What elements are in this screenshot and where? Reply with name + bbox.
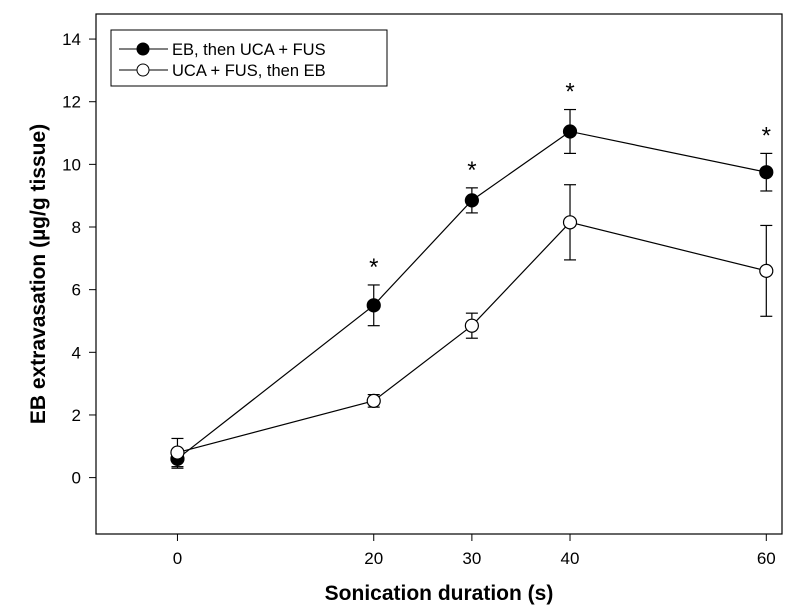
- x-tick-label: 60: [757, 549, 776, 568]
- series-layer: [170, 108, 774, 469]
- data-point-series-2: [366, 393, 381, 408]
- x-axis: 0 20 30 40 60: [173, 534, 776, 568]
- significance-asterisk: *: [467, 157, 476, 184]
- y-tick-label: 0: [72, 469, 81, 488]
- y-tick-label: 12: [62, 93, 81, 112]
- y-axis-title: EB extravasation (µg/g tissue): [27, 124, 50, 424]
- y-tick-label: 10: [62, 155, 81, 174]
- data-point-series-2: [464, 318, 479, 333]
- data-point-series-1: [366, 298, 381, 313]
- significance-asterisk: *: [565, 79, 574, 106]
- x-tick-label: 40: [561, 549, 580, 568]
- plot-frame: [95, 13, 783, 535]
- y-tick-label: 6: [72, 281, 81, 300]
- x-tick-label: 20: [364, 549, 383, 568]
- significance-asterisk: *: [762, 122, 771, 149]
- y-axis: 0 2 4 6 8 10 12 14: [62, 30, 96, 488]
- annotation-layer: * * * *: [369, 79, 771, 281]
- y-tick-label: 14: [62, 30, 81, 49]
- legend-marker-series-2: [136, 63, 150, 77]
- legend: EB, then UCA + FUS UCA + FUS, then EB: [110, 29, 388, 87]
- legend-box: [110, 29, 388, 87]
- y-tick-label: 8: [72, 218, 81, 237]
- data-point-series-2: [759, 263, 774, 278]
- data-point-series-2: [562, 215, 578, 230]
- legend-label-series-1: EB, then UCA + FUS: [172, 41, 326, 59]
- x-axis-title: Sonication duration (s): [325, 582, 554, 605]
- legend-marker-series-1: [136, 42, 150, 56]
- x-tick-label: 30: [462, 549, 481, 568]
- data-point-series-1: [562, 124, 578, 139]
- data-point-series-1: [464, 193, 479, 208]
- data-point-series-2: [170, 445, 185, 460]
- legend-label-series-2: UCA + FUS, then EB: [172, 62, 326, 80]
- x-tick-label: 0: [173, 549, 182, 568]
- y-tick-label: 4: [72, 343, 81, 362]
- data-point-series-1: [759, 165, 774, 180]
- significance-asterisk: *: [369, 254, 378, 281]
- y-tick-label: 2: [72, 406, 81, 425]
